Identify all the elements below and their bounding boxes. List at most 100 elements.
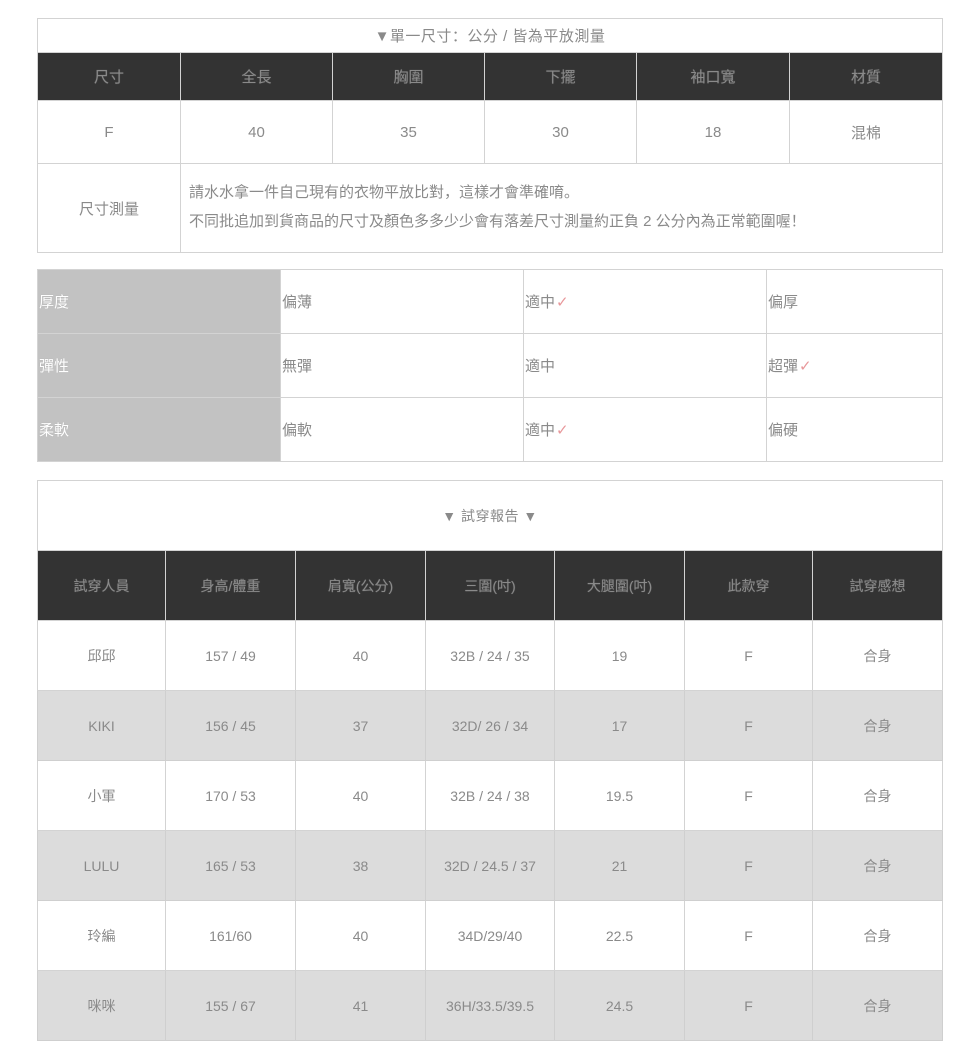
trial-cell-measurements: 32B / 24 / 35: [425, 620, 555, 691]
trial-cell-thigh: 19: [554, 620, 685, 691]
table-row: 小軍 170 / 53 40 32B / 24 / 38 19.5 F 合身: [37, 760, 944, 831]
table-row: 邱邱 157 / 49 40 32B / 24 / 35 19 F 合身: [37, 620, 944, 691]
measure-note-row: 尺寸測量 請水水拿一件自己現有的衣物平放比對，這樣才會準確唷。 不同批追加到貨商…: [37, 163, 944, 253]
fabric-option-label: 偏軟: [282, 422, 313, 439]
size-cell: 混棉: [788, 100, 944, 164]
size-cell: 40: [180, 100, 333, 164]
trial-cell-measurements: 32B / 24 / 38: [425, 760, 555, 831]
trial-cell-shoulder: 38: [295, 830, 426, 901]
measure-note-body: 請水水拿一件自己現有的衣物平放比對，這樣才會準確唷。 不同批追加到貨商品的尺寸及…: [179, 163, 944, 253]
trial-cell-comment: 合身: [811, 690, 944, 761]
trial-cell-shoulder: 41: [295, 970, 426, 1041]
size-header-cell: 尺寸: [37, 52, 181, 101]
trial-cell-name: 咪咪: [37, 970, 166, 1041]
fabric-row-softness: 柔軟 偏軟 適中✓ 偏硬: [37, 397, 943, 462]
fabric-option-selected[interactable]: 適中✓: [523, 397, 767, 462]
size-cell: 35: [332, 100, 485, 164]
fabric-option-label: 超彈: [768, 358, 799, 375]
size-cell: 30: [484, 100, 637, 164]
size-table: ▼單一尺寸：公分 / 皆為平放測量 尺寸 全長 胸圍 下擺 袖口寬 材質 F 4…: [36, 18, 944, 253]
table-row: LULU 165 / 53 38 32D / 24.5 / 37 21 F 合身: [37, 830, 944, 901]
check-icon: ✓: [799, 358, 812, 375]
trial-cell-height-weight: 165 / 53: [165, 830, 296, 901]
trial-cell-thigh: 22.5: [554, 900, 685, 971]
size-table-title-row: ▼單一尺寸：公分 / 皆為平放測量: [36, 18, 944, 53]
trial-header-cell: 試穿感想: [811, 550, 944, 621]
trial-report-title: ▼ 試穿報告 ▼: [36, 480, 944, 551]
trial-cell-height-weight: 155 / 67: [165, 970, 296, 1041]
trial-cell-comment: 合身: [811, 970, 944, 1041]
fabric-option-selected[interactable]: 超彈✓: [766, 333, 943, 398]
trial-report-table: ▼ 試穿報告 ▼ 試穿人員 身高/體重 肩寬(公分) 三圍(吋) 大腿圍(吋) …: [36, 480, 944, 1041]
trial-cell-thigh: 21: [554, 830, 685, 901]
size-chart-page: ▼單一尺寸：公分 / 皆為平放測量 尺寸 全長 胸圍 下擺 袖口寬 材質 F 4…: [36, 18, 944, 1041]
trial-cell-height-weight: 170 / 53: [165, 760, 296, 831]
size-header-cell: 袖口寬: [636, 52, 790, 101]
check-icon: ✓: [556, 422, 569, 439]
trial-cell-measurements: 32D / 24.5 / 37: [425, 830, 555, 901]
fabric-option-label: 偏薄: [282, 294, 313, 311]
size-header-cell: 胸圍: [332, 52, 485, 101]
trial-cell-height-weight: 157 / 49: [165, 620, 296, 691]
trial-cell-shoulder: 40: [295, 760, 426, 831]
fabric-option-label: 適中: [525, 358, 556, 375]
trial-cell-size-worn: F: [684, 900, 813, 971]
fabric-row-thickness: 厚度 偏薄 適中✓ 偏厚: [37, 269, 943, 334]
trial-cell-thigh: 17: [554, 690, 685, 761]
trial-title-row: ▼ 試穿報告 ▼: [36, 480, 944, 551]
fabric-option[interactable]: 偏薄: [280, 269, 524, 334]
size-cell: F: [37, 100, 181, 164]
trial-cell-name: 小軍: [37, 760, 166, 831]
check-icon: ✓: [556, 294, 569, 311]
size-header-cell: 全長: [180, 52, 333, 101]
trial-cell-measurements: 32D/ 26 / 34: [425, 690, 555, 761]
trial-cell-measurements: 36H/33.5/39.5: [425, 970, 555, 1041]
trial-cell-comment: 合身: [811, 620, 944, 691]
trial-header-cell: 肩寬(公分): [295, 550, 426, 621]
trial-cell-size-worn: F: [684, 620, 813, 691]
measure-note-line: 不同批追加到貨商品的尺寸及顏色多多少少會有落差尺寸測量約正負 2 公分內為正常範…: [189, 213, 806, 231]
table-spacer: [37, 462, 942, 480]
table-row: 玲編 161/60 40 34D/29/40 22.5 F 合身: [37, 900, 944, 971]
trial-cell-comment: 合身: [811, 900, 944, 971]
fabric-option[interactable]: 偏硬: [766, 397, 943, 462]
trial-cell-shoulder: 40: [295, 900, 426, 971]
fabric-properties-table: 厚度 偏薄 適中✓ 偏厚 彈性 無彈 適中 超彈✓ 柔軟 偏軟 適中✓ 偏硬: [37, 269, 943, 462]
fabric-option-selected[interactable]: 適中✓: [523, 269, 767, 334]
size-table-header-row: 尺寸 全長 胸圍 下擺 袖口寬 材質: [37, 52, 944, 101]
trial-header-cell: 試穿人員: [37, 550, 166, 621]
trial-cell-shoulder: 40: [295, 620, 426, 691]
trial-cell-size-worn: F: [684, 970, 813, 1041]
measure-note-line: 請水水拿一件自己現有的衣物平放比對，這樣才會準確唷。: [189, 184, 580, 201]
table-row: KIKI 156 / 45 37 32D/ 26 / 34 17 F 合身: [37, 690, 944, 761]
trial-cell-measurements: 34D/29/40: [425, 900, 555, 971]
trial-cell-name: KIKI: [37, 690, 166, 761]
fabric-option[interactable]: 無彈: [280, 333, 524, 398]
trial-cell-comment: 合身: [811, 760, 944, 831]
trial-cell-thigh: 24.5: [554, 970, 685, 1041]
trial-cell-name: LULU: [37, 830, 166, 901]
trial-header-cell: 大腿圍(吋): [554, 550, 685, 621]
fabric-label: 厚度: [37, 269, 281, 334]
size-header-cell: 材質: [788, 52, 944, 101]
fabric-option[interactable]: 偏軟: [280, 397, 524, 462]
measure-note-label: 尺寸測量: [37, 163, 181, 253]
fabric-option[interactable]: 適中: [523, 333, 767, 398]
fabric-option[interactable]: 偏厚: [766, 269, 943, 334]
fabric-option-label: 適中: [525, 294, 556, 311]
fabric-option-label: 適中: [525, 422, 556, 439]
table-spacer: [37, 253, 942, 269]
trial-header-cell: 三圍(吋): [425, 550, 555, 621]
trial-cell-height-weight: 161/60: [165, 900, 296, 971]
trial-cell-size-worn: F: [684, 690, 813, 761]
table-row: F 40 35 30 18 混棉: [37, 100, 944, 164]
fabric-label: 柔軟: [37, 397, 281, 462]
fabric-option-label: 偏硬: [768, 422, 799, 439]
trial-cell-name: 玲編: [37, 900, 166, 971]
fabric-option-label: 偏厚: [768, 294, 799, 311]
fabric-option-label: 無彈: [282, 358, 313, 375]
trial-header-cell: 身高/體重: [165, 550, 296, 621]
trial-cell-name: 邱邱: [37, 620, 166, 691]
size-table-title: ▼單一尺寸：公分 / 皆為平放測量: [36, 18, 944, 53]
trial-header-row: 試穿人員 身高/體重 肩寬(公分) 三圍(吋) 大腿圍(吋) 此款穿 試穿感想: [37, 550, 944, 621]
